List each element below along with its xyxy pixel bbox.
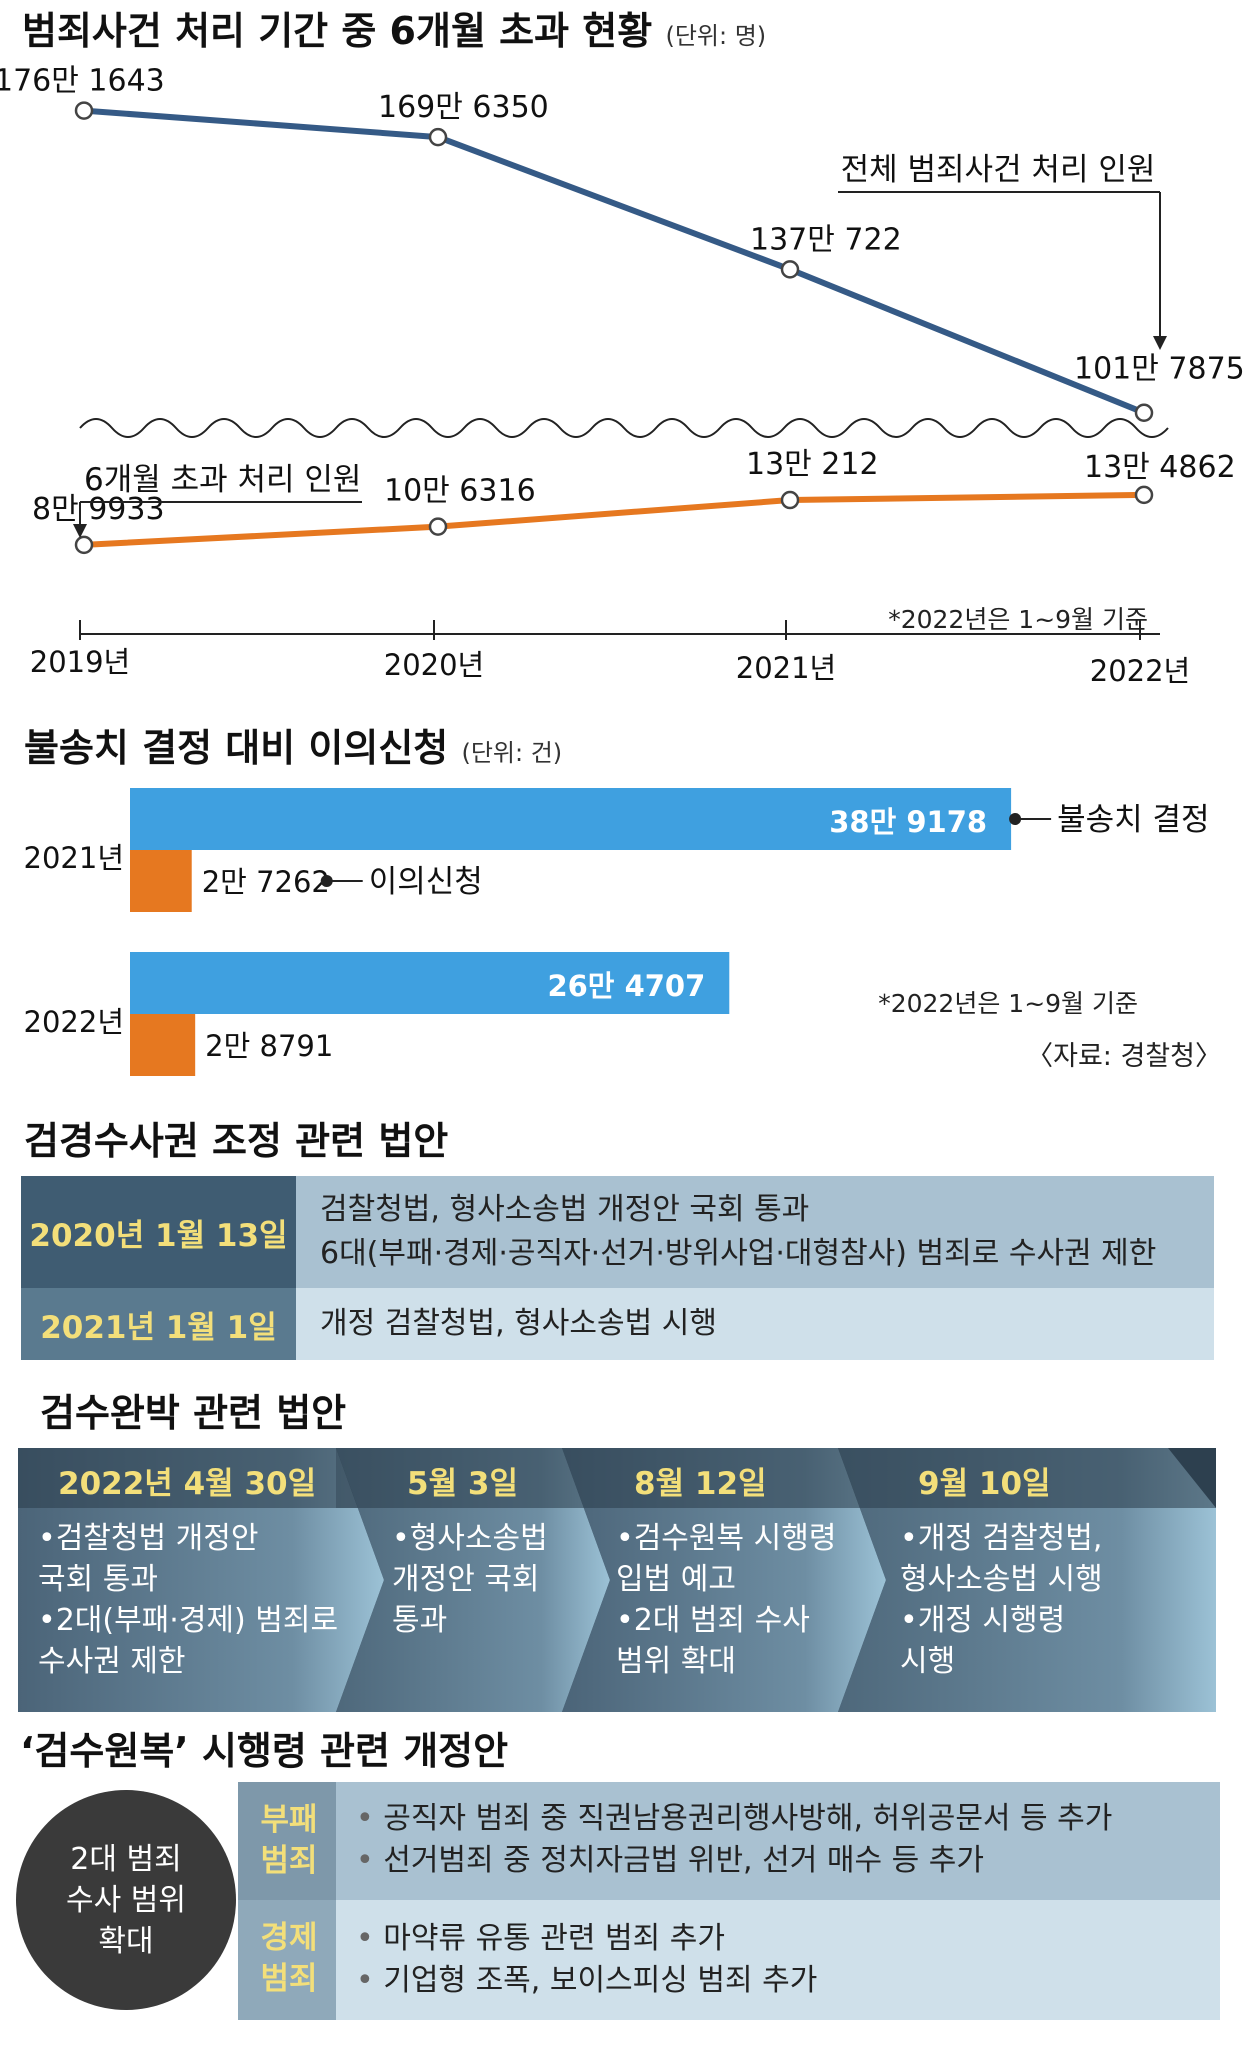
law3-circle-line-3: 확대 [98,1923,154,1959]
law3-row-1-text-bg [336,1782,1220,1900]
data-point [780,490,800,510]
law3-row-1-category: 부패 범죄 [260,1802,318,1879]
data-point [428,517,448,536]
law1-row-1-line-1: 검찰청법, 형사소송법 개정안 국회 통과 [320,1192,810,1227]
bar-non-referral [130,788,1012,850]
timeline-step-3 [562,1448,886,1712]
line-chart-unit: (단위: 명) [665,22,767,50]
x-tick-label: 2019년 [30,645,130,679]
law1-row-1: 2020년 1월 13일 검찰청법, 형사소송법 개정안 국회 통과 6대(부패… [21,1176,1214,1288]
category-label: 2022년 [24,1005,124,1039]
data-point [74,101,94,120]
bar-value-label: 2만 7262 [202,865,330,899]
bar-value-label: 38만 9178 [829,805,987,839]
law2-step-4-text: •개정 검찰청법, 형사소송법 시행 •개정 시행령 시행 [900,1521,1103,1679]
x-tick-label: 2021년 [736,651,836,685]
law1-row-2-date: 2021년 1월 1일 [21,1288,296,1360]
legend-objection-label: 이의신청 [369,864,483,900]
bar-non-referral [130,952,730,1014]
timeline-step-4 [838,1448,1216,1712]
data-label: 13만 4862 [1084,450,1236,485]
legend-non-referral-label: 불송치 결정 [1057,802,1209,838]
data-point [1134,485,1154,505]
category-label: 2021년 [24,841,124,875]
law1-row-2: 2021년 1월 1일 개정 검찰청법, 형사소송법 시행 [21,1288,1214,1360]
law3-circle-line-2: 수사 범위 [66,1882,186,1918]
timeline-step-2 [336,1448,610,1712]
law2-step-3-date: 8월 12일 [634,1466,767,1502]
law1-row-2-line-1: 개정 검찰청법, 형사소송법 시행 [320,1306,717,1341]
legend-total: 전체 범죄사건 처리 인원 [838,152,1167,350]
law3-row-2-item-1: • 마약류 유통 관련 범죄 추가 [356,1921,725,1956]
bar-objection [130,1014,196,1076]
law2-step-2-date: 5월 3일 [407,1466,518,1502]
law3-row-2-item-2: • 기업형 조폭, 보이스피싱 범죄 추가 [356,1963,818,1998]
data-point [74,535,94,555]
legend-over6: 6개월 초과 처리 인원 [73,462,362,538]
data-label: 137만 722 [750,222,902,257]
line-chart-note: *2022년은 1~9월 기준 [888,605,1148,634]
series-line-1 [83,107,1146,416]
law2-step-1-text: •검찰청법 개정안 국회 통과 •2대(부패·경제) 범죄로 수사권 제한 [38,1521,339,1679]
data-point [428,127,448,147]
law1-title: 검경수사권 조정 관련 법안 [24,1119,449,1163]
data-label: 10만 6316 [384,474,536,509]
legend-total-label: 전체 범죄사건 처리 인원 [841,152,1156,188]
data-label: 13만 212 [746,447,879,482]
legend-over6-label: 6개월 초과 처리 인원 [84,462,361,498]
data-point [780,260,800,279]
data-label: 176만 1643 [0,64,165,99]
law2-timeline [18,1448,1216,1712]
law3-title: ‘검수원복’ 시행령 관련 개정안 [20,1729,509,1773]
series-line-2 [83,491,1145,548]
data-label: 169만 6350 [378,90,549,125]
law3-row-1-item-1: • 공직자 범죄 중 직권남용권리행사방해, 허위공문서 등 추가 [356,1801,1113,1836]
law2-step-3-text: •검수원복 시행령 입법 예고 •2대 범죄 수사 범위 확대 [616,1521,837,1679]
data-label: 8만 9933 [32,492,165,527]
law2-step-4-date: 9월 10일 [918,1466,1051,1502]
law2-step-1-date: 2022년 4월 30일 [58,1466,317,1502]
law2-title: 검수완박 관련 법안 [40,1391,347,1435]
bar-chart-note: *2022년은 1~9월 기준 [878,989,1138,1018]
bar-value-label: 26만 4707 [547,969,705,1003]
law3-row-2-text-bg [336,1900,1220,2020]
law3-row-1-item-2: • 선거범죄 중 정치자금법 위반, 선거 매수 등 추가 [356,1843,984,1878]
law3-circle-line-1: 2대 범죄 [70,1841,182,1877]
law1-row-1-date: 2020년 1월 13일 [21,1176,296,1288]
bar-chart-source: 〈자료: 경찰청〉 [1026,1041,1222,1072]
law3-circle: 2대 범죄 수사 범위 확대 [16,1790,236,2010]
x-tick-label: 2022년 [1090,654,1190,688]
line-chart: 2019년 2020년 2021년 2022년 176만 1643 169만 6350 1… [0,64,1245,688]
law2-step-2-text: •형사소송법 개정안 국회 통과 [392,1521,548,1638]
law1-row-1-line-2: 6대(부패·경제·공직자·선거·방위사업·대형참사) 범죄로 수사권 제한 [320,1236,1157,1271]
timeline-step-1 [18,1448,384,1712]
bar-objection [130,850,192,912]
x-tick-label: 2020년 [384,648,484,682]
axis-break-wave [79,418,1169,438]
law3-row-2-category: 경제 범죄 [260,1920,318,1997]
line-chart-title: 범죄사건 처리 기간 중 6개월 초과 현황 (단위: 명) [22,9,767,53]
bar-value-label: 2만 8791 [205,1029,333,1063]
bar-chart-unit: (단위: 건) [461,739,563,767]
data-label: 101만 7875 [1074,352,1245,387]
data-point [1134,403,1154,422]
bar-chart-title: 불송치 결정 대비 이의신청 (단위: 건) [24,726,563,770]
